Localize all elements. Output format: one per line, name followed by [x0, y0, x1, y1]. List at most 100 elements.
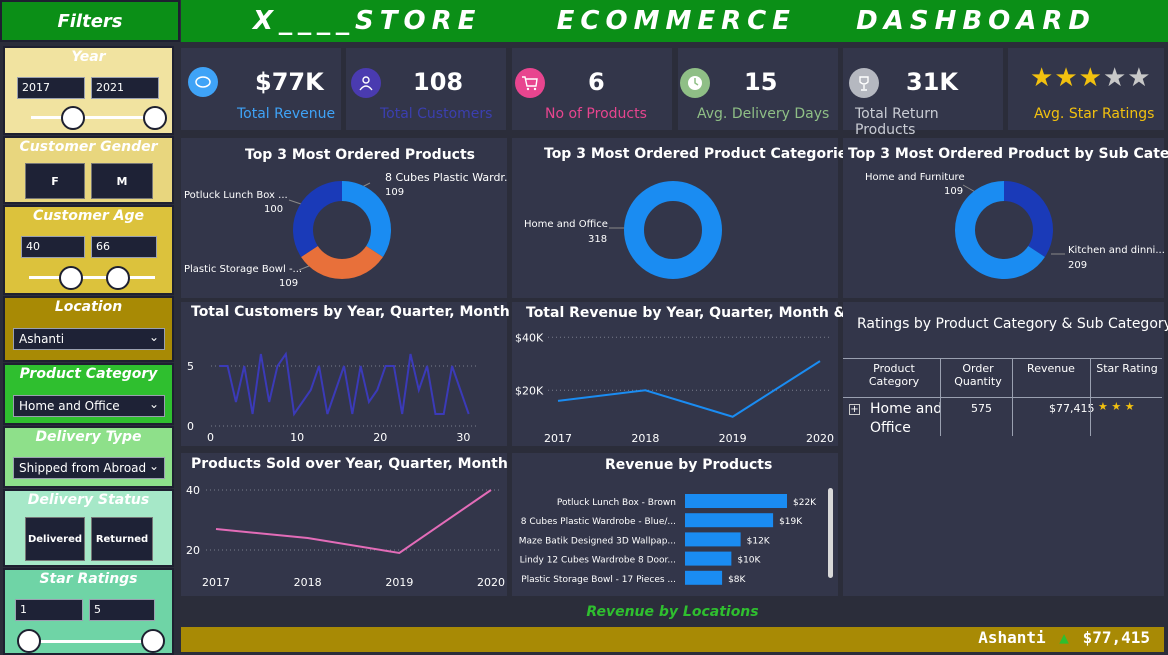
donut-value: 109 [385, 187, 404, 198]
bar-category-label: 8 Cubes Plastic Wardrobe - Blue/... [521, 517, 676, 527]
kpi-label: Total Return Products [855, 106, 939, 138]
gender-f-button[interactable]: F [25, 163, 85, 199]
donut-top-products: Top 3 Most Ordered Products 8 Cubes Plas… [181, 138, 507, 298]
column-header[interactable]: Order Quantity [954, 362, 1002, 388]
donut-slice[interactable] [1003, 181, 1053, 257]
piggy-bank-icon [188, 67, 218, 97]
star-empty-icon: ★ [1102, 63, 1128, 93]
location-select[interactable]: Ashanti ⌄ [13, 328, 165, 350]
column-header[interactable]: Star Rating [1096, 362, 1158, 375]
star-ratings-filter-label: Star Ratings [39, 571, 138, 587]
chart-title: Top 3 Most Ordered Product Categories [544, 146, 856, 162]
donut-chart: 8 Cubes Plastic Wardr... 109 Potluck Lun… [184, 171, 507, 289]
age-slider-min-handle[interactable] [59, 266, 83, 290]
delivered-button[interactable]: Delivered [25, 517, 85, 561]
bar[interactable] [685, 494, 787, 508]
returned-button[interactable]: Returned [91, 517, 153, 561]
donut-label: Home and Furniture [865, 172, 965, 183]
kpi-value: 31K [906, 68, 958, 96]
donut-slice[interactable] [293, 181, 343, 257]
star-rating-display: ★★★★★ [1030, 63, 1152, 93]
donut-top-subcategories: Top 3 Most Ordered Product by Sub Catego… [843, 138, 1168, 298]
bar[interactable] [685, 570, 723, 585]
donut-slice[interactable] [624, 181, 722, 279]
star-slider-max-handle[interactable] [141, 629, 165, 653]
star-to-input[interactable]: 5 [89, 599, 155, 621]
y-tick-label: 40 [186, 484, 200, 497]
expand-icon[interactable]: + [849, 404, 860, 415]
line-series[interactable] [215, 489, 492, 555]
star-filled-icon: ★ [1030, 63, 1055, 93]
line-chart: 20 40 2017 2018 2019 2020 [186, 484, 505, 589]
bar[interactable] [685, 532, 741, 547]
chart-title: Total Customers by Year, Quarter, Month … [191, 304, 562, 320]
age-from-input[interactable]: 40 [21, 236, 85, 258]
user-icon [351, 68, 381, 98]
donut-slice[interactable] [341, 181, 391, 257]
age-slider-max-handle[interactable] [106, 266, 130, 290]
star-from-input[interactable]: 1 [15, 599, 83, 621]
line-series[interactable] [219, 351, 470, 417]
line-chart: 0 5 0 10 20 30 [187, 351, 477, 444]
star-slider-track[interactable] [27, 640, 157, 643]
products-sold-chart-card: Products Sold over Year, Quarter, Month … [181, 453, 560, 596]
location-value: $77,415 [1082, 628, 1150, 647]
kpi-avg-delivery-days: 15 Avg. Delivery Days [678, 48, 838, 130]
donut-slice[interactable] [955, 181, 1045, 279]
donut-slice[interactable] [301, 245, 383, 279]
age-slider-track[interactable] [29, 276, 155, 279]
ratings-table-card: Ratings by Product Category & Sub Catego… [843, 302, 1168, 596]
x-tick-label: 2019 [719, 432, 747, 445]
year-filter: Year 2017 2021 [3, 46, 174, 135]
age-to-input[interactable]: 66 [91, 236, 157, 258]
revenue-line-chart-card: Total Revenue by Year, Quarter, Month & … [512, 302, 881, 446]
gender-m-button[interactable]: M [91, 163, 153, 199]
up-arrow-icon: ▲ [1059, 628, 1069, 647]
donut-value: 109 [944, 186, 963, 197]
bar-chart: Potluck Lunch Box - Brown $22K 8 Cubes Pla… [519, 494, 817, 585]
kpi-no-of-products: 6 No of Products [512, 48, 672, 130]
kpi-value: 6 [588, 68, 605, 96]
line-series[interactable] [557, 360, 821, 418]
x-tick-label: 2017 [202, 576, 230, 589]
column-header[interactable]: Product Category [868, 362, 920, 388]
donut-label: 8 Cubes Plastic Wardr... [385, 171, 507, 184]
star-slider-min-handle[interactable] [17, 629, 41, 653]
x-tick-label: 2019 [385, 576, 413, 589]
kpi-label: Avg. Star Ratings [1034, 106, 1155, 122]
year-to-input[interactable]: 2021 [91, 77, 159, 99]
donut-label: Kitchen and dinni... [1068, 245, 1164, 256]
year-filter-label: Year [71, 49, 106, 65]
donut-label: Potluck Lunch Box ... [184, 190, 288, 201]
bar[interactable] [685, 551, 732, 566]
kpi-value: $77K [255, 68, 324, 96]
year-slider-max-handle[interactable] [143, 106, 167, 130]
vertical-scrollbar[interactable] [828, 488, 833, 578]
x-tick-label: 10 [290, 431, 304, 444]
column-header[interactable]: Revenue [1027, 362, 1075, 375]
star-filled-icon: ★ [1078, 63, 1103, 93]
dashboard-title: X____STORE ECOMMERCE DASHBOARD [181, 0, 1168, 42]
bar-value-label: $22K [793, 498, 817, 508]
category-select[interactable]: Home and Office ⌄ [13, 395, 165, 417]
delivery-type-select[interactable]: Shipped from Abroad ⌄ [13, 457, 165, 479]
location-name: Ashanti [978, 628, 1046, 647]
chart-title: Products Sold over Year, Quarter, Month … [191, 456, 560, 472]
locations-ticker: Ashanti ▲ $77,415 [181, 627, 1164, 652]
revenue-by-products-card: Revenue by Products Potluck Lunch Box - … [512, 453, 838, 596]
year-slider-track[interactable] [31, 116, 151, 119]
year-slider-min-handle[interactable] [61, 106, 85, 130]
y-tick-label: $20K [515, 384, 544, 397]
chart-title: Revenue by Products [605, 457, 773, 473]
donut-chart: Home and Office 318 [524, 181, 722, 279]
chart-title: Total Revenue by Year, Quarter, Month & … [526, 305, 881, 321]
row-star-rating: ★ ★ ★ [1098, 400, 1135, 413]
gender-filter: Customer Gender F M [3, 136, 174, 204]
gender-filter-label: Customer Gender [19, 139, 158, 155]
year-from-input[interactable]: 2017 [17, 77, 85, 99]
kpi-value: 108 [413, 68, 464, 96]
bar-category-label: Maze Batik Designed 3D Wallpap... [519, 536, 676, 546]
kpi-total-customers: 108 Total Customers [346, 48, 506, 130]
customers-line-chart-card: Total Customers by Year, Quarter, Month … [181, 302, 561, 446]
bar[interactable] [685, 513, 774, 528]
